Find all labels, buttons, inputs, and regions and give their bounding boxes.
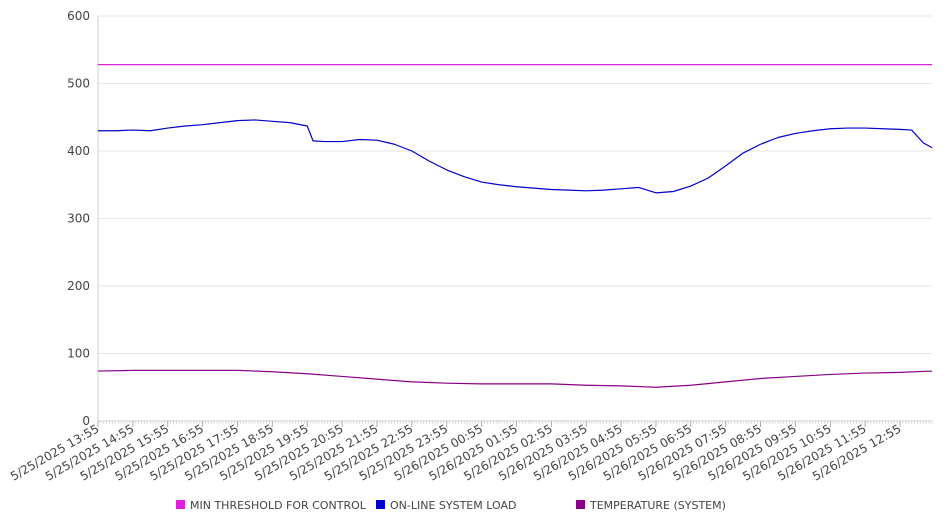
y-tick-label: 200 xyxy=(67,279,90,293)
y-tick-label: 0 xyxy=(82,414,90,428)
legend-label: TEMPERATURE (SYSTEM) xyxy=(589,499,726,512)
y-tick-label: 600 xyxy=(67,9,90,23)
series-lines xyxy=(97,63,933,388)
legend-swatch xyxy=(576,500,585,509)
y-tick-label: 500 xyxy=(67,77,90,91)
series-line-2 xyxy=(97,369,933,388)
y-tick-label: 400 xyxy=(67,144,90,158)
legend-label: ON-LINE SYSTEM LOAD xyxy=(390,499,516,512)
series-line-1 xyxy=(98,119,933,194)
legend-label: MIN THRESHOLD FOR CONTROL xyxy=(190,499,367,512)
y-tick-label: 300 xyxy=(67,212,90,226)
legend-swatch xyxy=(376,500,385,509)
legend: MIN THRESHOLD FOR CONTROL ON-LINE SYSTEM … xyxy=(176,499,726,512)
legend-swatch xyxy=(176,500,185,509)
grid xyxy=(98,15,932,422)
y-tick-label: 100 xyxy=(67,347,90,361)
